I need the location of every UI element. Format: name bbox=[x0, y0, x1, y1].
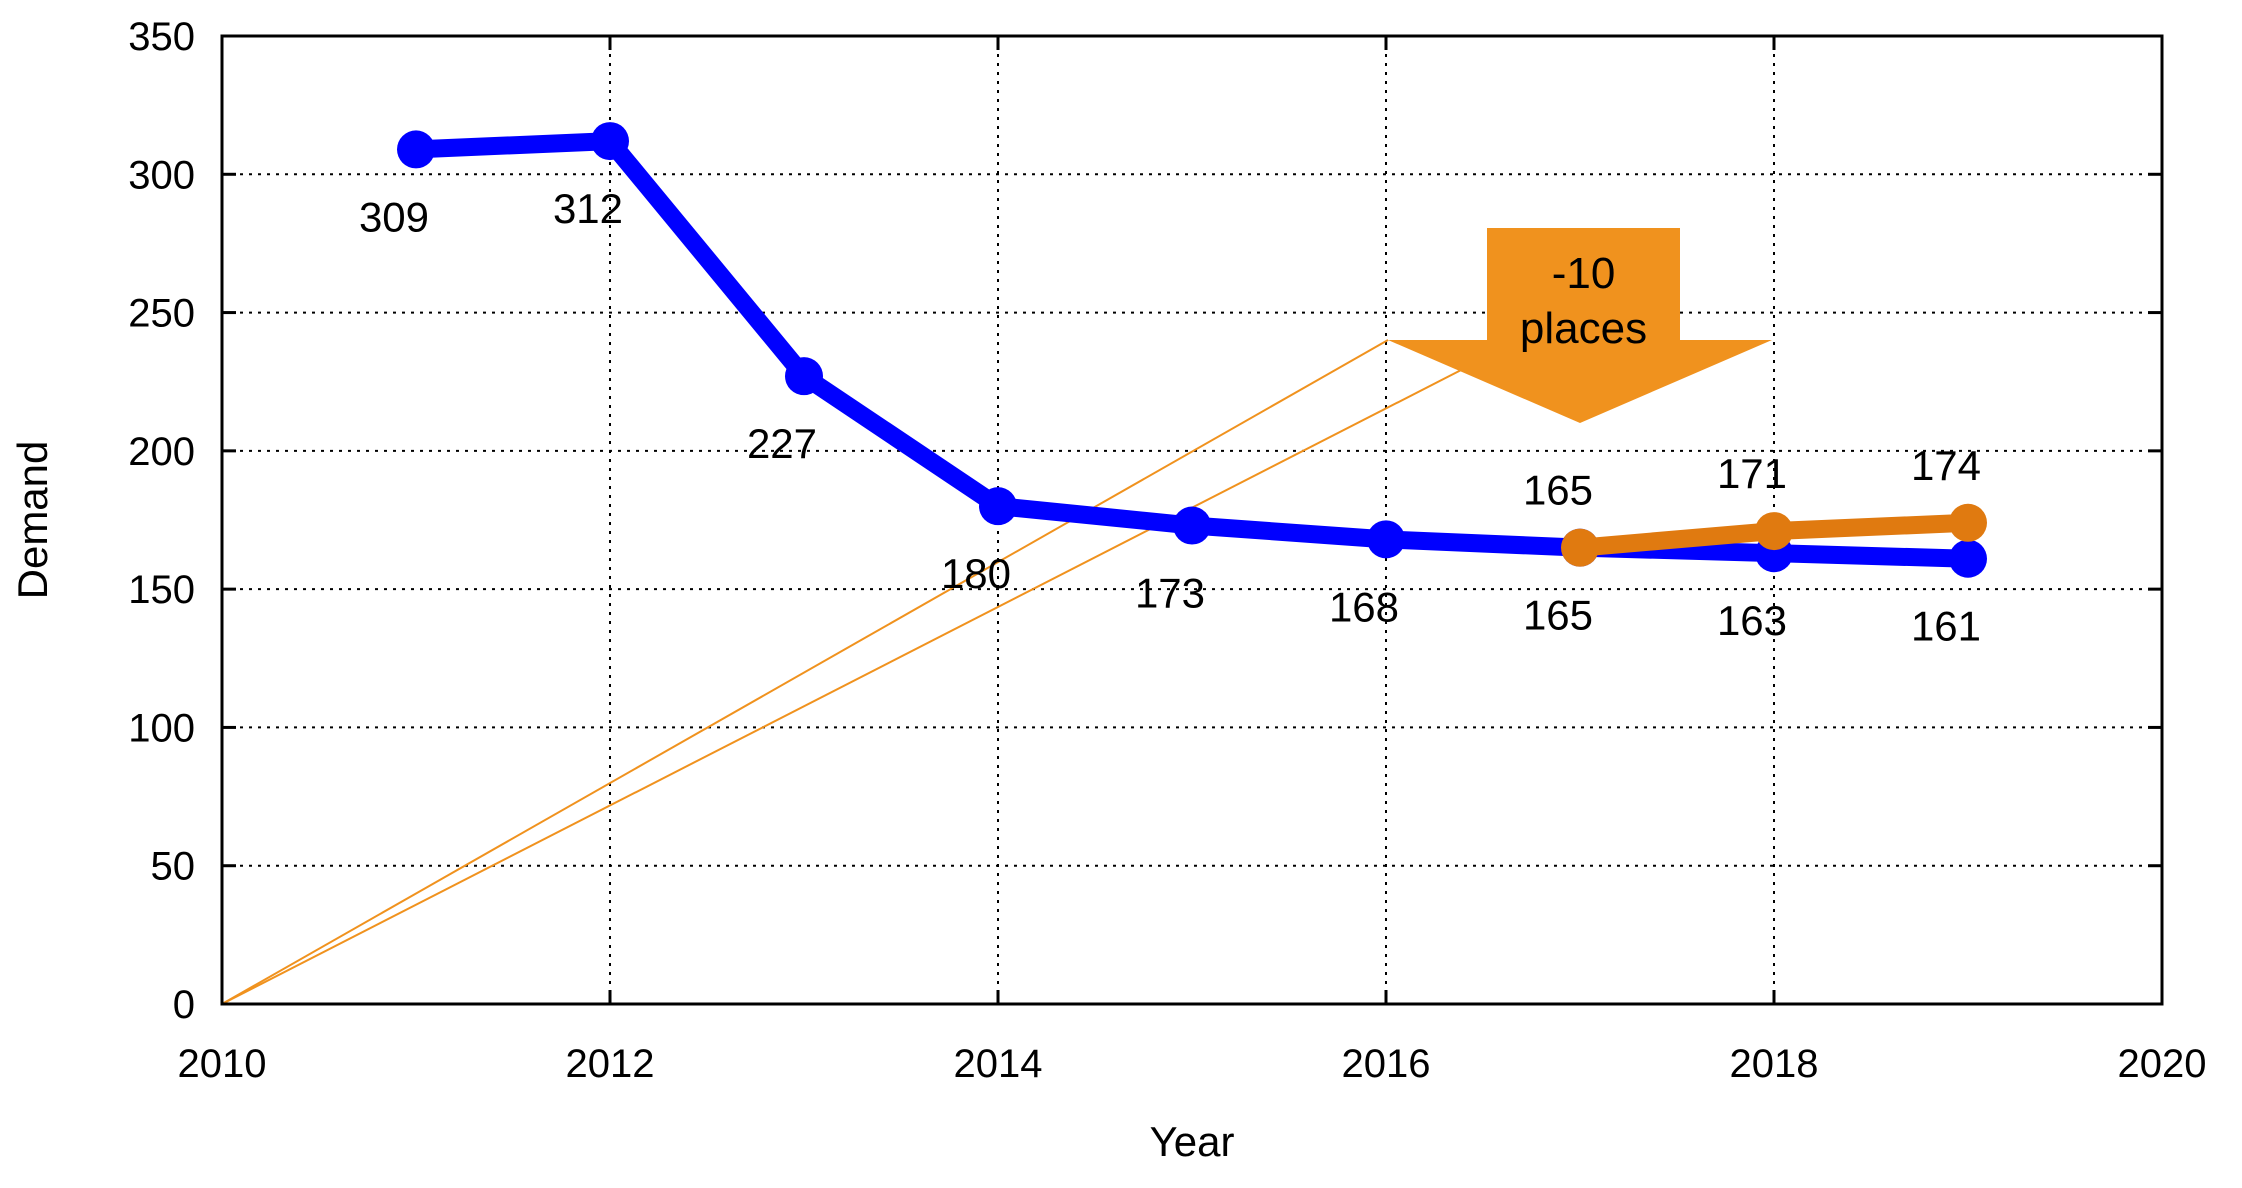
annotation-guide-lines bbox=[221, 339, 1468, 1005]
data-point bbox=[591, 122, 629, 161]
data-point bbox=[785, 357, 823, 396]
axis-ticks bbox=[220, 34, 2164, 1006]
y-tick-label: 300 bbox=[128, 153, 195, 197]
down-arrow-shape bbox=[1388, 228, 1772, 423]
annotation-text-line2: places bbox=[1520, 304, 1647, 353]
x-tick-label: 2018 bbox=[1730, 1042, 1819, 1086]
y-tick-label: 350 bbox=[128, 15, 195, 59]
series-layer: 309 312 227 180 173 168 165 163 161 165 171 174 bbox=[359, 122, 1987, 650]
plot-frame bbox=[220, 34, 2164, 1006]
y-tick-label: 200 bbox=[128, 430, 195, 474]
data-label: 168 bbox=[1329, 583, 1399, 630]
x-tick-label: 2020 bbox=[2118, 1042, 2207, 1086]
x-axis-title: Year bbox=[1150, 1118, 1235, 1165]
annotation-text-line1: -10 bbox=[1552, 249, 1616, 298]
annotation-arrow: -10 places bbox=[1388, 228, 1772, 423]
x-tick-label: 2016 bbox=[1342, 1042, 1431, 1086]
data-point bbox=[397, 130, 435, 169]
y-axis-title: Demand bbox=[9, 441, 56, 600]
data-point bbox=[1173, 506, 1211, 545]
data-point bbox=[1755, 512, 1793, 551]
x-tick-label: 2012 bbox=[566, 1042, 655, 1086]
data-label: 165 bbox=[1523, 592, 1593, 639]
series-1: 309 312 227 180 173 168 165 163 161 bbox=[359, 122, 1987, 650]
y-axis-tick-labels: 0 50 100 150 200 250 300 350 bbox=[128, 15, 195, 1027]
guide-line bbox=[221, 366, 1468, 1005]
data-point bbox=[979, 487, 1017, 526]
data-label: 227 bbox=[747, 420, 817, 467]
data-label: 161 bbox=[1911, 603, 1981, 650]
data-label: 174 bbox=[1911, 442, 1981, 489]
x-tick-label: 2014 bbox=[954, 1042, 1043, 1086]
data-label: 180 bbox=[941, 550, 1011, 597]
data-point bbox=[1949, 503, 1987, 542]
y-tick-label: 50 bbox=[151, 845, 196, 889]
y-tick-label: 250 bbox=[128, 292, 195, 336]
data-point bbox=[1561, 528, 1599, 567]
data-point bbox=[1367, 520, 1405, 559]
x-tick-label: 2010 bbox=[178, 1042, 267, 1086]
data-label: 309 bbox=[359, 193, 429, 240]
y-tick-label: 0 bbox=[173, 983, 195, 1027]
data-label: 171 bbox=[1717, 450, 1787, 497]
y-tick-label: 100 bbox=[128, 706, 195, 750]
data-label: 163 bbox=[1717, 597, 1787, 644]
data-label: 165 bbox=[1523, 467, 1593, 514]
guide-line bbox=[221, 339, 1389, 1005]
y-tick-label: 150 bbox=[128, 568, 195, 612]
data-point bbox=[1949, 539, 1987, 578]
data-label: 173 bbox=[1135, 570, 1205, 617]
series-2: 165 171 174 bbox=[1523, 442, 1987, 567]
data-label: 312 bbox=[553, 185, 623, 232]
x-axis-tick-labels: 2010 2012 2014 2016 2018 2020 bbox=[178, 1042, 2207, 1086]
